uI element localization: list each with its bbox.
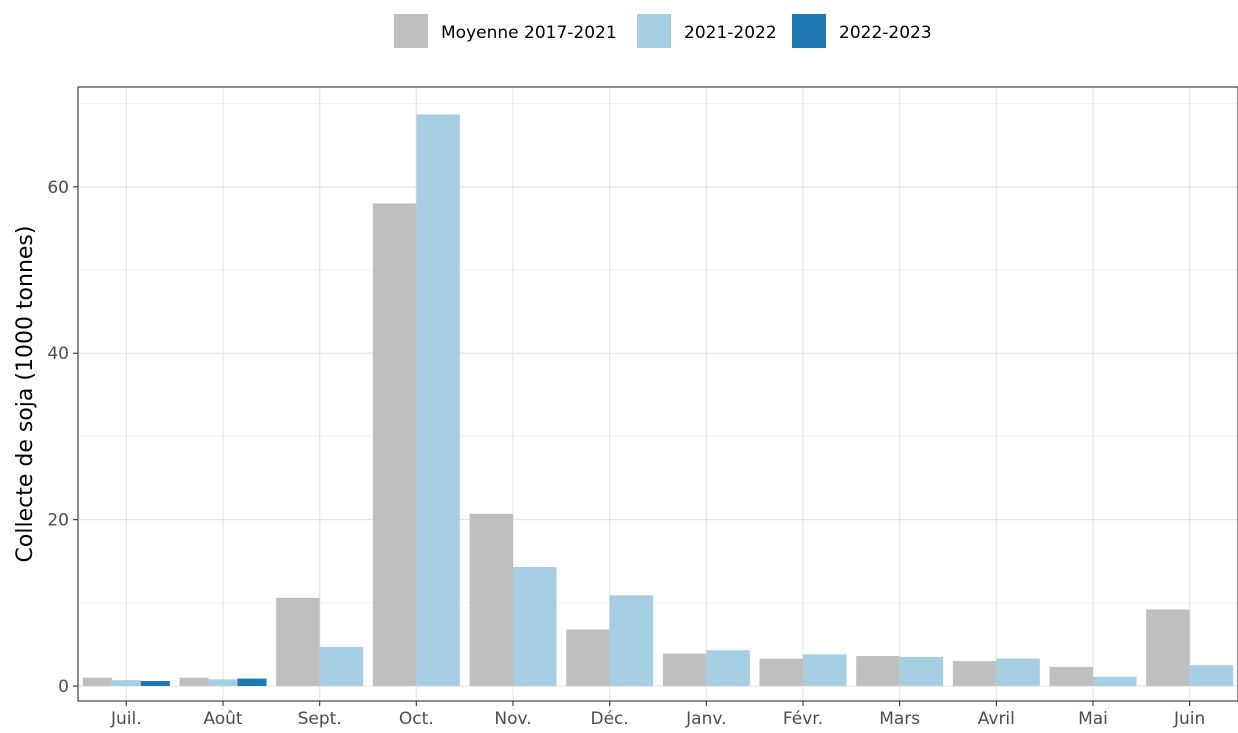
x-tick-label: Avril [978,709,1015,729]
bar-2-6 [609,595,654,687]
plot-frame [77,86,1238,702]
bar-2-9 [899,656,944,687]
bar-1-12 [1146,609,1190,687]
bar-2-3 [319,646,364,687]
x-tick-label: Juin [1173,709,1205,729]
bar-2-4 [416,114,460,687]
x-tick-label: Juil. [110,709,142,729]
y-tick-label: 40 [47,344,69,364]
grid [78,87,1238,701]
bar-1-11 [1049,666,1093,687]
x-tick-label: Oct. [399,709,434,729]
bar-3-2 [237,678,267,687]
y-axis-label: Collecte de soja (1000 tonnes) [13,226,38,563]
bar-2-8 [803,654,847,687]
x-tick-label: Mai [1078,709,1108,729]
y-tick-label: 60 [47,178,69,198]
bar-2-10 [996,658,1040,687]
bar-1-9 [856,656,900,687]
x-tick-label: Sept. [298,709,342,729]
x-tick-label: Mars [879,709,920,729]
legend: Moyenne 2017-2021 2021-2022 2022-2023 [394,14,932,48]
y-tick-label: 0 [58,677,69,697]
bar-2-11 [1093,676,1137,687]
legend-label-1: Moyenne 2017-2021 [441,23,617,43]
x-tick-label: Nov. [494,709,531,729]
legend-key-3 [792,14,826,48]
legend-key-1 [394,14,428,48]
x-tick-label: Août [203,709,243,729]
bar-2-12 [1189,665,1234,687]
legend-label-2: 2021-2022 [684,23,777,43]
bar-1-1 [82,677,112,687]
bar-1-5 [469,513,513,687]
bar-2-7 [706,650,750,687]
bar-1-3 [276,597,320,687]
y-axis: 0 20 40 60 [47,178,78,697]
x-tick-label: Déc. [591,709,629,729]
legend-label-3: 2022-2023 [839,23,932,43]
bar-2-5 [513,567,557,687]
bar-3-1 [140,681,170,687]
x-tick-label: Janv. [685,709,726,729]
bars [82,114,1234,687]
x-tick-label: Févr. [783,709,823,729]
bar-1-7 [662,653,707,687]
bar-1-8 [759,658,803,687]
bar-2-2 [208,679,238,687]
y-tick-label: 20 [47,511,69,531]
legend-key-2 [637,14,671,48]
bar-1-4 [372,203,417,687]
bar-1-6 [566,629,610,687]
bar-1-2 [179,677,209,687]
x-axis: Juil. Août Sept. Oct. Nov. Déc. Janv. Févr. Mars… [110,701,1205,729]
bar-2-1 [111,680,141,687]
bar-1-10 [952,661,997,687]
